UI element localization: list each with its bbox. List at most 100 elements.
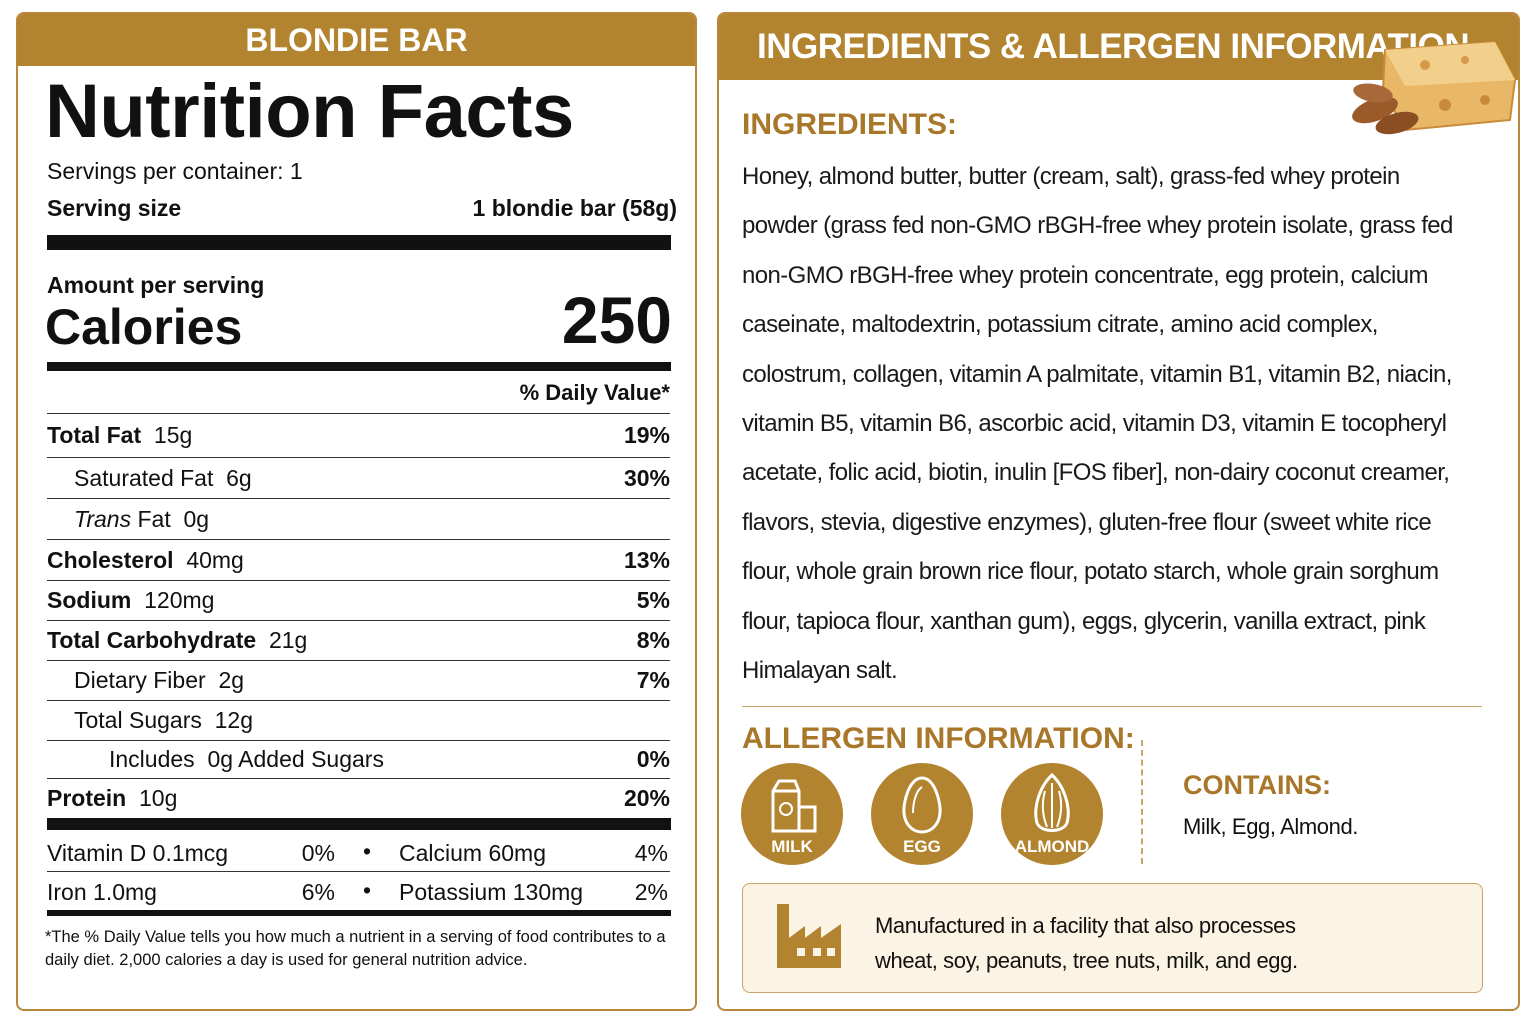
nutrient-row: Total Fat 15g 19% <box>47 414 670 458</box>
serving-size-label: Serving size <box>47 195 182 221</box>
panel-title: INGREDIENTS & ALLERGEN INFORMATION <box>757 27 1470 66</box>
dashed-divider <box>1141 740 1143 864</box>
allergen-label: ALMOND <box>1014 837 1090 856</box>
nutrient: Sodium 120mg <box>47 587 214 614</box>
nutrient-amount: 12g <box>214 707 254 733</box>
nutrient-name-italic: Trans <box>74 505 132 532</box>
serving-size-row: Serving size 1 blondie bar (58g) <box>47 195 677 222</box>
nutrient-amount: 6g <box>226 464 252 491</box>
nutrient-amount: 40mg <box>186 546 244 573</box>
micro-row: Iron 1.0mg 6% • Potassium 130mg 2% <box>47 872 670 910</box>
micro-name: Potassium 130mg <box>399 879 584 905</box>
nutrient-amount: 120mg <box>144 587 215 613</box>
nutrient-dv: 30% <box>623 464 670 491</box>
nutrient-amount: 0g <box>207 746 234 772</box>
nutrient-name: Protein <box>47 785 127 811</box>
facility-box: Manufactured in a facility that also pro… <box>742 883 1483 993</box>
nutrient-dv: 20% <box>623 785 670 811</box>
nutrient-row: Sodium 120mg 5% <box>47 581 670 621</box>
amount-per-serving: Amount per serving <box>47 272 265 298</box>
nutrition-title: Nutrition Facts <box>45 69 574 154</box>
nutrient-amount: 21g <box>268 627 308 653</box>
nutrient-prefix: Includes <box>109 746 195 772</box>
nutrient-name: Fat <box>137 505 171 532</box>
allergen-icon: EGG <box>871 763 973 865</box>
nutrient-dv: 0% <box>636 746 670 772</box>
product-header: BLONDIE BAR <box>18 14 695 66</box>
thick-rule <box>47 818 671 830</box>
facility-note: Manufactured in a facility that also pro… <box>875 913 1298 973</box>
bullet: • <box>363 838 372 864</box>
micro-name: Iron 1.0mg <box>47 879 157 905</box>
nutrient-name: Total Fat <box>47 422 142 448</box>
nutrient-name: Sodium <box>47 587 132 613</box>
allergen-label: EGG <box>903 837 941 856</box>
nutrient-name: Dietary Fiber <box>74 667 206 693</box>
nutrient: Saturated Fat 6g <box>74 465 252 492</box>
nutrition-panel: BLONDIE BAR <box>16 12 697 1011</box>
nutrient-dv: 19% <box>623 422 670 448</box>
nutrient-row: Cholesterol 40mg 13% <box>47 540 670 581</box>
micro-dv: 6% <box>301 879 335 905</box>
servings: Servings per container: 1 <box>47 158 303 184</box>
footnote: *The % Daily Value tells you how much a … <box>45 928 666 969</box>
bullet: • <box>363 877 372 903</box>
dv-header-text: % Daily Value* <box>519 379 670 405</box>
medium-rule <box>47 362 671 371</box>
allergen-label: MILK <box>771 837 813 856</box>
thick-rule <box>47 235 671 250</box>
nutrient-name: Saturated Fat <box>74 464 214 491</box>
nutrient: Total Fat 15g <box>47 422 192 449</box>
nutrient-row: Includes 0g Added Sugars 0% <box>47 741 670 779</box>
nutrient-name: Total Sugars <box>74 707 202 733</box>
nutrient-row: Total Carbohydrate 21g 8% <box>47 621 670 661</box>
micro-dv: 4% <box>634 840 668 866</box>
nutrient-name: Total Carbohydrate <box>47 627 257 653</box>
ingredients-text: Honey, almond butter, butter (cream, sal… <box>742 163 1453 685</box>
nutrient-row: Protein 10g 20% <box>47 779 670 818</box>
allergen-icon: MILK <box>741 763 843 865</box>
nutrient: Dietary Fiber 2g <box>74 667 244 694</box>
micro-name: Vitamin D 0.1mcg <box>47 840 229 866</box>
nutrient: Cholesterol 40mg <box>47 547 244 574</box>
nutrient-dv: 8% <box>636 627 670 653</box>
thick-rule <box>47 910 671 916</box>
ingredients-heading: INGREDIENTS: <box>742 108 958 141</box>
calories-label: Calories <box>45 299 243 355</box>
product-name: BLONDIE BAR <box>245 21 468 58</box>
nutrient: Protein 10g <box>47 785 177 812</box>
nutrient-row: Dietary Fiber 2g 7% <box>47 661 670 701</box>
almond-icon <box>1034 773 1070 832</box>
nutrient-name: Cholesterol <box>47 546 174 573</box>
calories-value: 250 <box>561 283 672 357</box>
nutrient-row: Trans Fat 0g <box>47 499 670 540</box>
nutrient: Trans Fat 0g <box>74 506 209 533</box>
micro-name: Calcium 60mg <box>399 840 546 866</box>
nutrient-amount: 15g <box>153 422 193 448</box>
nutrient-amount: 2g <box>218 667 245 693</box>
micro-row: Vitamin D 0.1mcg 0% • Calcium 60mg 4% <box>47 834 670 872</box>
micro-dv: 2% <box>634 879 668 905</box>
divider <box>742 706 1482 707</box>
factory-icon <box>777 904 841 968</box>
nutrient-dv: 5% <box>636 587 670 613</box>
blondie-illustration <box>1352 40 1517 135</box>
nutrient-amount: 10g <box>139 785 178 811</box>
nutrient: Total Sugars 12g <box>74 707 253 734</box>
contains-heading: CONTAINS: <box>1183 770 1331 800</box>
nutrient: Includes 0g Added Sugars <box>109 746 384 773</box>
micro-dv: 0% <box>301 840 335 866</box>
nutrient-dv: 7% <box>636 667 670 693</box>
nutrient-row: Total Sugars 12g <box>47 701 670 741</box>
nutrient: Total Carbohydrate 21g <box>47 627 307 654</box>
contains-text: Milk, Egg, Almond. <box>1183 814 1358 839</box>
nutrient-amount: 0g <box>183 505 210 532</box>
dv-header: % Daily Value* <box>47 372 670 414</box>
egg-icon <box>902 776 942 834</box>
nutrient-dv: 13% <box>623 546 670 573</box>
milk-icon <box>771 779 817 833</box>
allergen-heading: ALLERGEN INFORMATION: <box>742 722 1135 755</box>
nutrient-row: Saturated Fat 6g 30% <box>47 458 670 499</box>
